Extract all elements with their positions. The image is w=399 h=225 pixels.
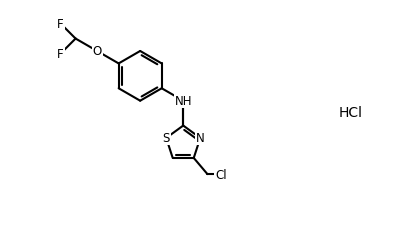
Text: O: O — [93, 45, 102, 58]
Text: S: S — [162, 132, 170, 145]
Text: F: F — [57, 18, 64, 31]
Text: F: F — [57, 48, 64, 61]
Text: Cl: Cl — [215, 168, 227, 181]
Text: HCl: HCl — [339, 106, 363, 119]
Text: NH: NH — [174, 95, 192, 108]
Text: N: N — [196, 132, 205, 145]
